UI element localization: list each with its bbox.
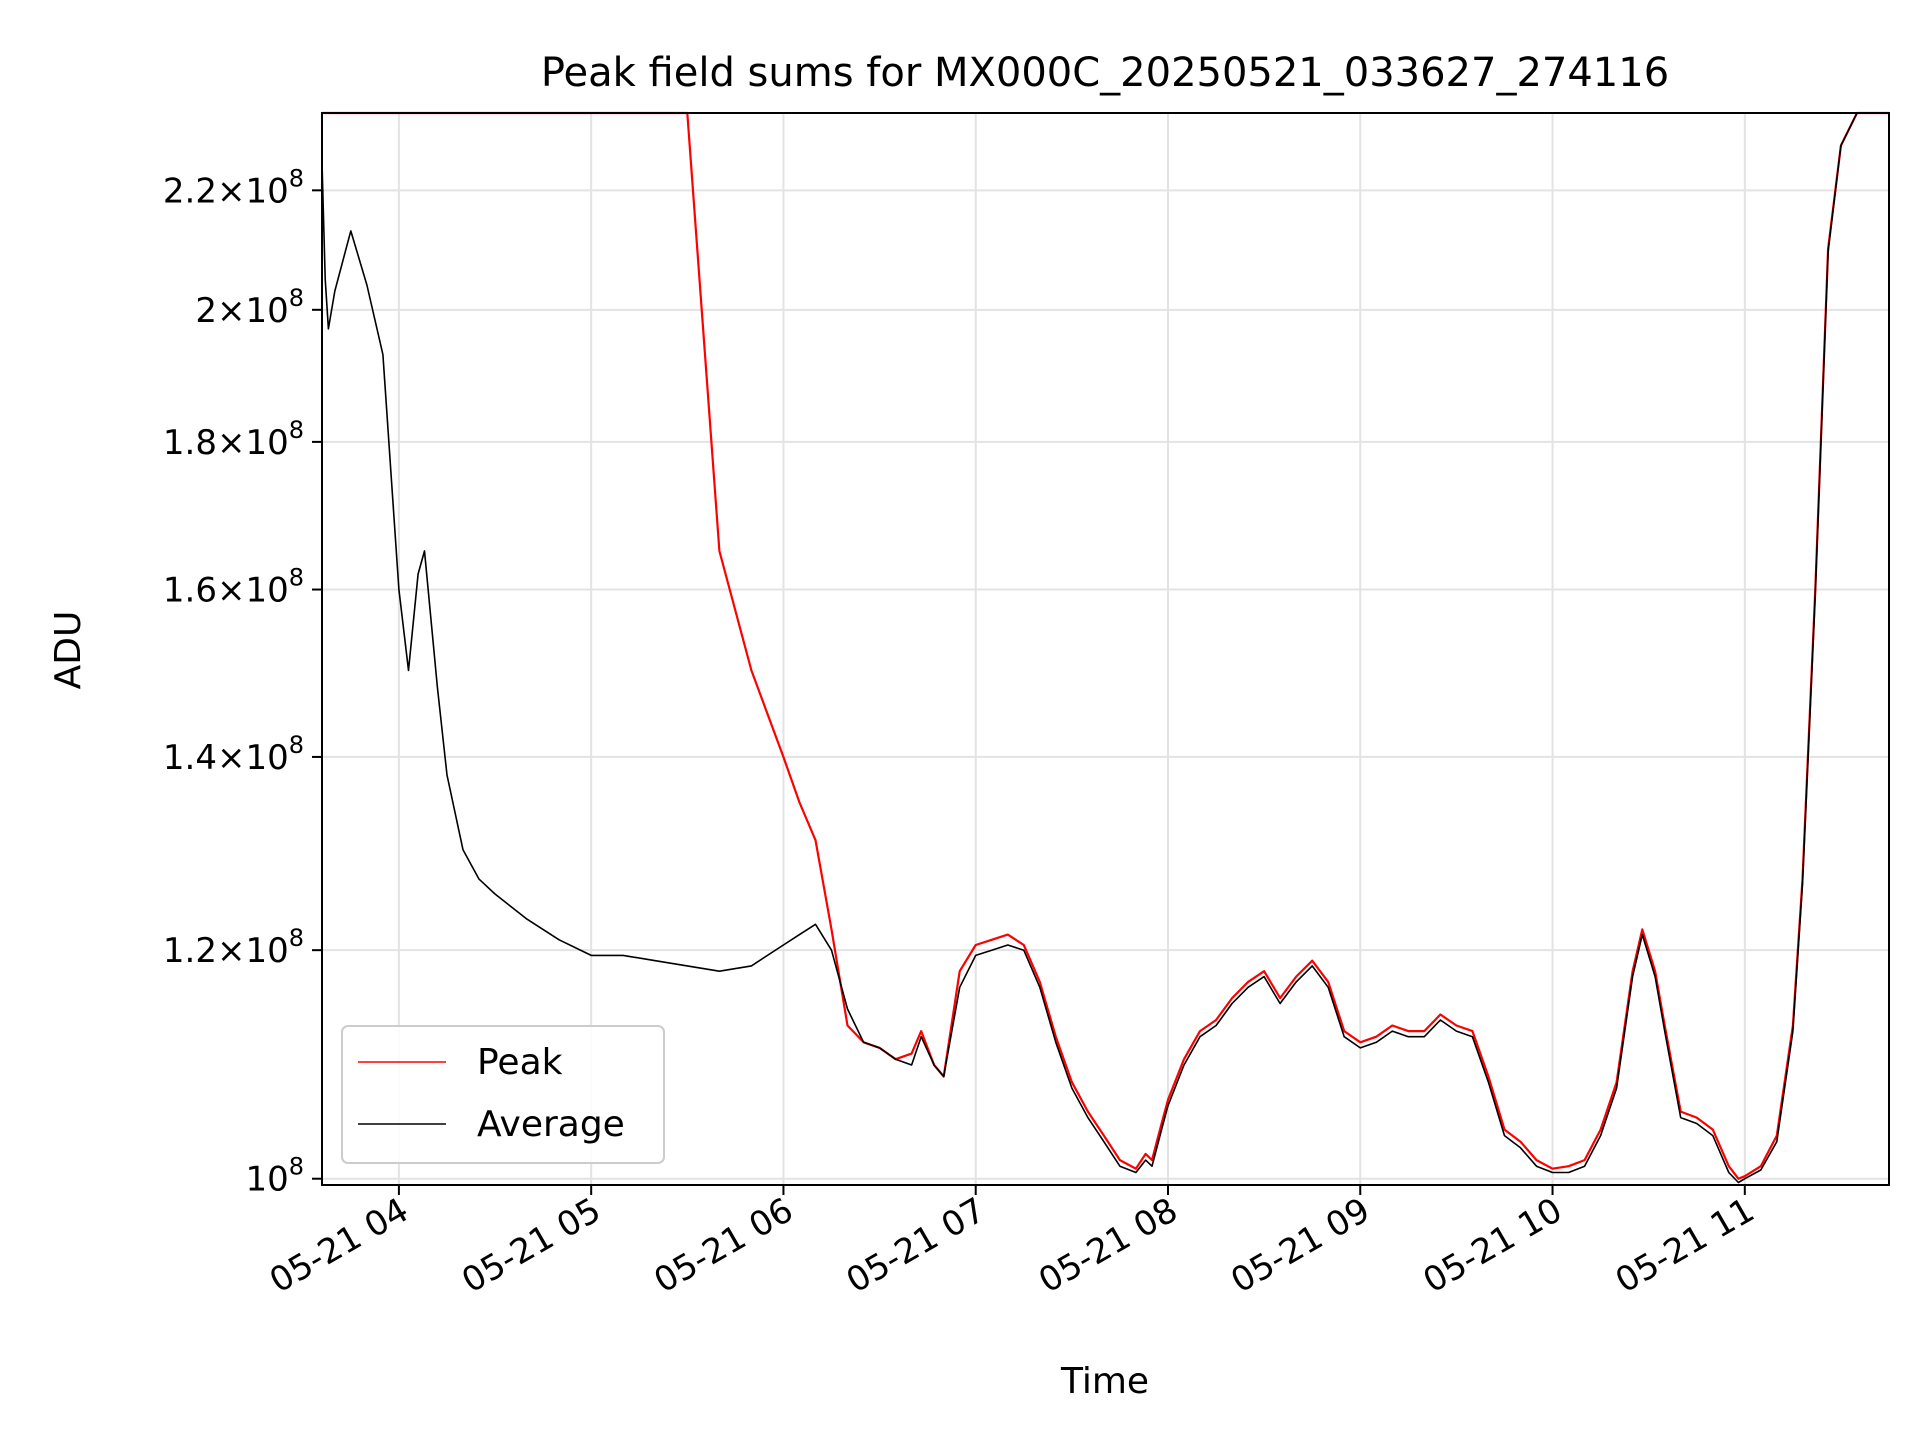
- y-tick-label: 1.8×108: [163, 416, 304, 463]
- y-tick-label: 2×108: [195, 284, 304, 331]
- legend-label-average: Average: [477, 1104, 625, 1145]
- y-tick-base: 10: [245, 1160, 288, 1200]
- y-tick-base: 2.2×10: [163, 171, 289, 211]
- y-tick-base: 1.8×10: [163, 423, 289, 463]
- legend: Peak Average: [341, 1025, 665, 1164]
- y-tick-label: 2.2×108: [163, 164, 304, 211]
- y-tick-exponent: 8: [289, 1153, 304, 1181]
- y-tick-base: 1.6×10: [163, 571, 289, 611]
- y-tick-exponent: 8: [289, 416, 304, 444]
- x-tick-label: 05-21 05: [455, 1190, 607, 1301]
- x-tick-label: 05-21 10: [1417, 1190, 1569, 1301]
- y-tick-label: 1.4×108: [163, 731, 304, 778]
- legend-label-peak: Peak: [477, 1042, 563, 1083]
- x-tick-label: 05-21 09: [1224, 1190, 1376, 1301]
- y-tick-exponent: 8: [289, 284, 304, 312]
- x-tick-label: 05-21 08: [1032, 1190, 1184, 1301]
- x-tick-label: 05-21 04: [263, 1190, 415, 1301]
- y-tick-base: 1.2×10: [163, 931, 289, 971]
- x-tick-label: 05-21 06: [648, 1190, 800, 1301]
- x-tick-label: 05-21 11: [1609, 1190, 1761, 1301]
- series-layer: [321, 111, 1889, 1184]
- series-line-average: [321, 112, 1889, 1184]
- y-tick-label: 108: [245, 1153, 304, 1200]
- y-tick-base: 2×10: [195, 291, 288, 331]
- y-tick-exponent: 8: [289, 731, 304, 759]
- y-tick-label: 1.6×108: [163, 564, 304, 611]
- y-axis-label: ADU: [48, 611, 89, 690]
- legend-box: [341, 1025, 665, 1164]
- grid-layer: [322, 113, 1889, 1185]
- plot-frame: [321, 112, 1890, 1186]
- y-tick-label: 1.2×108: [163, 924, 304, 971]
- y-tick-exponent: 8: [289, 164, 304, 192]
- y-tick-base: 1.4×10: [163, 738, 289, 778]
- y-tick-exponent: 8: [289, 564, 304, 592]
- x-tick-label: 05-21 07: [840, 1190, 992, 1301]
- y-tick-exponent: 8: [289, 924, 304, 952]
- series-line-peak: [322, 111, 1889, 1180]
- x-axis-label: Time: [1060, 1361, 1149, 1402]
- chart-title: Peak field sums for MX000C_20250521_0336…: [541, 50, 1669, 96]
